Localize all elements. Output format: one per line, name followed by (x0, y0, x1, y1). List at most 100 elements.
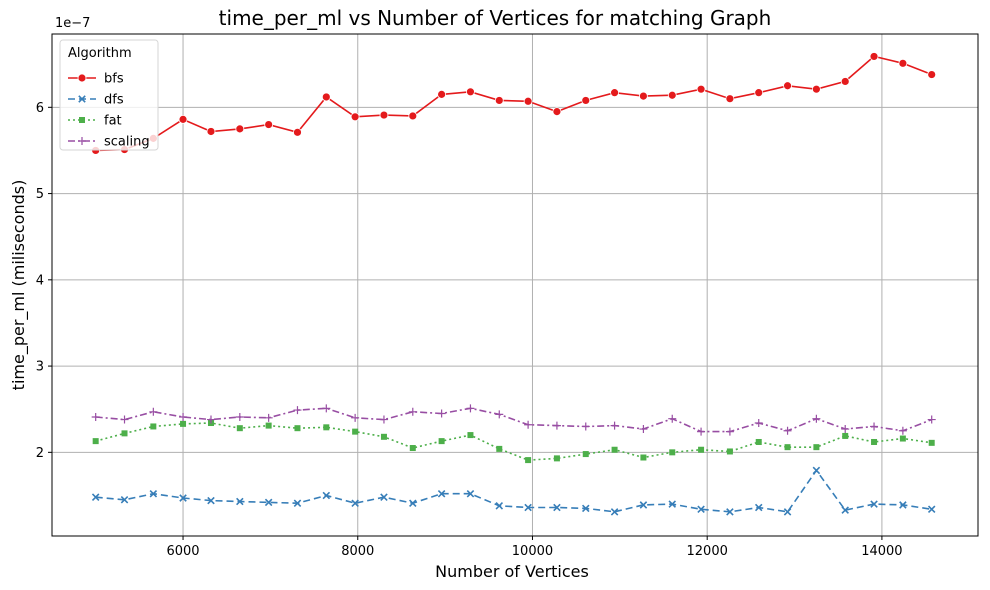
legend-item-scaling: scaling (68, 135, 150, 150)
legend-item-bfs: bfs (68, 72, 124, 87)
fat-point (525, 457, 532, 464)
scaling-point (697, 427, 706, 436)
fat-point (640, 454, 647, 461)
scaling-point (322, 404, 331, 413)
dfs-point (264, 498, 273, 507)
dfs-point (870, 500, 878, 508)
scaling-point (466, 404, 475, 413)
scaling-point (235, 412, 244, 421)
bfs-point (494, 96, 504, 105)
dfs-point (236, 497, 244, 506)
x-tick-label: 8000 (341, 544, 374, 559)
y-tick-label: 4 (36, 273, 44, 288)
bfs-point (754, 88, 764, 98)
scaling-point (812, 414, 821, 423)
fat-point (380, 433, 387, 440)
dfs-point (610, 508, 619, 516)
scaling-point (379, 415, 388, 424)
dfs-point (207, 496, 215, 505)
y-tick-label: 5 (36, 187, 44, 202)
dfs-point (927, 505, 936, 514)
fat-point (92, 438, 99, 445)
bfs-point (552, 107, 562, 117)
bfs-point (898, 58, 908, 68)
axis-ticks: 6000 8000 10000 12000 14000 2 3 4 5 6 (36, 101, 903, 559)
dfs-point (293, 499, 302, 507)
scaling-point (91, 412, 100, 421)
fat-point (669, 449, 676, 456)
legend-marker (78, 137, 86, 145)
scaling-point (870, 422, 879, 431)
fat-point (467, 432, 474, 439)
dfs-point (380, 493, 388, 501)
y-tick-label: 2 (36, 446, 44, 461)
fat-point (611, 446, 618, 453)
legend-label: fat (104, 114, 122, 129)
dfs-point (754, 503, 763, 512)
legend: Algorithm bfs dfs fat scaling (59, 39, 159, 151)
fat-point (496, 445, 503, 452)
y-axis-title: time_per_ml (miliseconds) (9, 180, 29, 391)
scaling-point (927, 415, 936, 424)
bfs-point (466, 87, 475, 97)
fat-point (121, 430, 128, 437)
fat-point (438, 438, 445, 445)
scaling-point (581, 422, 590, 431)
x-axis-title: Number of Vertices (435, 562, 589, 581)
bfs-point (840, 77, 850, 86)
dfs-point (437, 489, 446, 498)
bfs-point (350, 112, 360, 122)
fat-point (871, 438, 878, 445)
legend-marker (78, 95, 86, 103)
scaling-point (552, 421, 561, 430)
scaling-point (264, 413, 273, 422)
dfs-point (495, 502, 504, 510)
fat-point (352, 428, 359, 435)
scaling-point (351, 413, 360, 422)
scaling-point (524, 420, 533, 429)
dfs-point (841, 506, 849, 514)
bfs-point (811, 84, 821, 94)
dfs-point (697, 505, 705, 514)
scaling-point (206, 415, 215, 424)
dfs-point (120, 496, 129, 504)
legend-item-dfs: dfs (68, 93, 124, 108)
dfs-point (466, 489, 475, 498)
bfs-point (783, 81, 792, 91)
bfs-point (725, 94, 735, 104)
dfs-point (351, 499, 359, 507)
fat-point (236, 425, 243, 432)
y-tick-label: 6 (36, 101, 44, 116)
bfs-point (869, 52, 879, 61)
y-tick-label: 3 (36, 360, 44, 375)
x-tick-label: 6000 (166, 544, 199, 559)
fat-point (698, 446, 705, 453)
fat-point (150, 423, 157, 430)
fat-point (842, 432, 849, 439)
fat-line (95, 422, 932, 461)
bfs-point (264, 120, 274, 129)
legend-title: Algorithm (68, 46, 132, 61)
x-tick-label: 14000 (861, 544, 902, 559)
grid (52, 34, 978, 536)
scaling-point (495, 410, 504, 419)
dfs-point (553, 503, 561, 512)
dfs-point (639, 501, 648, 509)
y-offset-label: 1e−7 (55, 16, 90, 31)
dfs-point (899, 501, 907, 509)
plot-area-background (52, 34, 978, 536)
plot-frame (51, 33, 979, 537)
scaling-point (898, 426, 907, 435)
bfs-point (581, 96, 591, 105)
x-tick-label: 10000 (512, 544, 553, 559)
legend-label: dfs (104, 93, 124, 108)
bfs-point (927, 70, 937, 79)
scaling-point (293, 406, 302, 415)
scaling-point (610, 421, 619, 430)
dfs-point (581, 504, 590, 513)
bfs-point (235, 124, 245, 134)
bfs-point (178, 114, 188, 124)
scaling-point (437, 409, 446, 418)
fat-point (784, 444, 791, 451)
